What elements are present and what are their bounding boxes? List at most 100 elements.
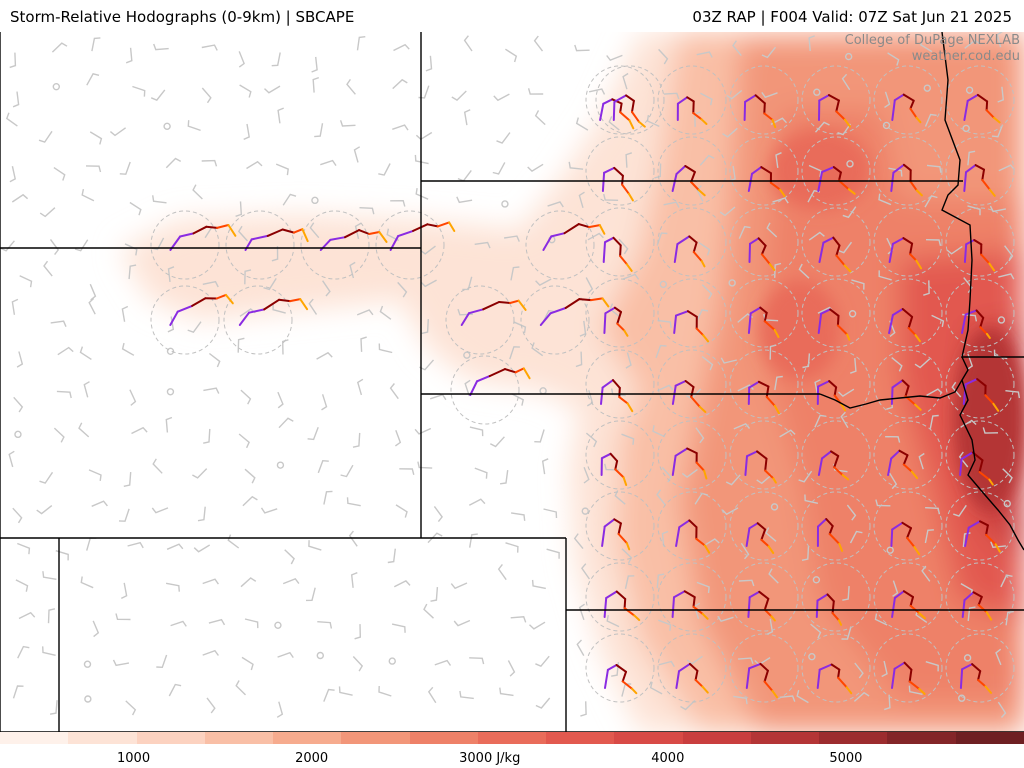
calm-wind-marker (808, 652, 816, 661)
wind-barb (168, 683, 182, 697)
hodograph-segment (674, 380, 687, 387)
wind-barb (578, 603, 585, 621)
wind-barb (202, 280, 219, 288)
wind-barb (585, 432, 598, 448)
wind-barb (393, 43, 410, 52)
wind-barb (208, 352, 221, 368)
hodograph-segment (625, 263, 633, 272)
hodograph-segment (281, 228, 295, 234)
wind-barb (399, 468, 415, 475)
wind-barb (202, 649, 219, 656)
hodograph-segment (773, 328, 780, 338)
hodograph-segment (468, 308, 485, 315)
wind-barb (197, 506, 206, 522)
hodograph-segment (959, 668, 964, 689)
wind-barb (457, 169, 472, 182)
hodograph-ring (873, 136, 943, 206)
wind-barb (580, 701, 587, 717)
calm-wind-marker (316, 651, 324, 660)
wind-barb (109, 127, 127, 137)
hodograph-segment (893, 661, 906, 670)
hodograph-segment (673, 243, 679, 263)
wind-barb (42, 646, 56, 656)
hodograph-segment (601, 171, 606, 192)
calm-wind-marker (83, 660, 92, 668)
hodograph-segment (578, 298, 592, 302)
hodograph-segment (835, 99, 840, 113)
hodograph-ring (150, 210, 220, 280)
wind-barb (953, 504, 967, 517)
hodograph-segment (887, 457, 893, 476)
wind-barb (275, 163, 289, 176)
hodograph-segment (978, 459, 984, 473)
wind-barb (881, 660, 888, 678)
hodograph-segment (965, 164, 977, 174)
wind-barb (340, 464, 354, 478)
wind-barb (50, 320, 67, 327)
wind-barb (720, 357, 737, 364)
hodograph-segment (818, 241, 825, 263)
wind-barb (463, 109, 471, 126)
hodograph-segment (890, 449, 901, 460)
calm-wind-marker (963, 654, 972, 662)
wind-barb (696, 185, 704, 202)
hodograph-segment (671, 454, 677, 476)
hodograph-segment (770, 615, 776, 622)
wind-barb (587, 232, 604, 241)
wind-barb (568, 161, 584, 170)
hodograph-segment (690, 386, 695, 398)
wind-barb (359, 207, 375, 215)
hodograph-segment (698, 405, 707, 413)
calm-wind-marker (388, 657, 396, 665)
wind-barb (802, 353, 811, 369)
wind-barb (489, 436, 505, 448)
wind-barb (276, 701, 284, 718)
hodograph-ring (945, 349, 1015, 419)
wind-barb (998, 273, 1015, 280)
hodograph-segment (564, 298, 581, 309)
hodograph-segment (985, 524, 989, 536)
wind-barb (511, 393, 524, 406)
wind-barb (696, 51, 713, 58)
hodograph-segment (749, 306, 762, 315)
hodograph-ring (945, 562, 1015, 632)
hodograph-segment (278, 298, 292, 303)
wind-barb (353, 146, 361, 163)
hodograph-segment (605, 590, 618, 599)
wind-barb (496, 132, 511, 144)
hodograph-segment (671, 173, 678, 192)
wind-barb (464, 379, 471, 397)
hodograph-segment (843, 264, 852, 273)
wind-barb (9, 52, 17, 69)
wind-barb (201, 44, 218, 51)
hodograph-segment (816, 668, 821, 689)
hodograph-segment (971, 663, 982, 673)
hodograph-segment (760, 244, 767, 256)
wind-barb (356, 309, 374, 316)
wind-barb (208, 618, 226, 626)
wind-barb (531, 579, 546, 590)
hodograph-segment (744, 94, 757, 103)
calm-wind-marker (997, 316, 1006, 324)
calm-wind-marker (166, 347, 175, 356)
hodograph-ring (225, 210, 295, 280)
hodograph-ring (945, 278, 1015, 348)
hodograph-segment (994, 543, 1001, 553)
wind-barb (240, 577, 257, 588)
wind-barb (246, 160, 263, 170)
hodograph-segment (744, 455, 748, 476)
hodograph-segment (977, 604, 988, 614)
wind-barb (625, 352, 632, 369)
hodograph-ring (801, 562, 871, 632)
hodograph-segment (963, 171, 967, 192)
wind-barb (235, 680, 246, 696)
hodograph-ring (585, 278, 655, 348)
hodograph-segment (756, 522, 767, 531)
wind-barb (510, 616, 527, 623)
hodograph-segment (838, 542, 844, 552)
hodograph-segment (817, 312, 823, 334)
hodograph-segment (688, 662, 699, 672)
hodograph-segment (301, 228, 309, 243)
map-canvas[interactable] (0, 32, 1024, 732)
hodograph-segment (768, 263, 776, 271)
